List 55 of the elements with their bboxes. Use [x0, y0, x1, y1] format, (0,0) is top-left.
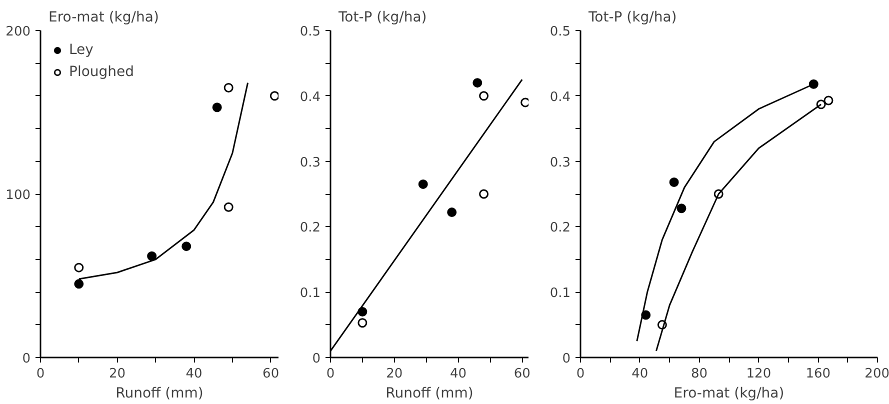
x-axis-title: Runoff (mm) [116, 386, 204, 402]
point [270, 91, 278, 101]
y-tick-label: 100 [6, 188, 31, 203]
point [676, 204, 686, 214]
point [472, 78, 482, 88]
y-tick-label: 0 [22, 352, 31, 366]
y-tick-label: 0.1 [550, 286, 571, 302]
y-tick-label: 0.4 [550, 90, 571, 105]
point [479, 91, 489, 101]
x-tick-label: 0 [576, 366, 585, 382]
x-tick-label: 40 [186, 366, 202, 382]
x-tick-label: 0 [36, 366, 45, 382]
point [447, 208, 457, 218]
y-tick-label: 0 [312, 352, 321, 366]
x-tick-label: 80 [691, 366, 708, 382]
point [212, 102, 222, 112]
point [182, 242, 192, 252]
point [74, 262, 84, 272]
y-tick-label: 0.5 [550, 24, 571, 40]
legend-label: Ploughed [69, 64, 134, 80]
x-tick-label: 20 [386, 366, 403, 382]
y-tick-label: 0.3 [300, 155, 321, 170]
y-axis-title: Tot-P (kg/ha) [588, 10, 677, 26]
x-tick-label: 60 [514, 366, 530, 382]
y-tick-label: 0.3 [550, 155, 571, 170]
point [418, 179, 428, 189]
x-tick-label: 160 [806, 366, 831, 382]
x-tick-label: 40 [632, 366, 648, 382]
y-tick-label: 0.2 [300, 220, 321, 236]
point [224, 82, 234, 92]
point [479, 189, 489, 199]
point [74, 279, 84, 289]
point [824, 96, 834, 106]
point [358, 318, 368, 328]
x-axis-title: Runoff (mm) [386, 386, 474, 402]
x-tick-label: 20 [109, 366, 126, 382]
x-axis-title: Ero-mat (kg/ha) [674, 386, 784, 402]
legend-label: Ley [69, 42, 94, 58]
x-tick-label: 120 [746, 366, 772, 382]
y-tick-label: 0.1 [300, 286, 321, 302]
point [224, 202, 234, 212]
point [669, 177, 679, 187]
x-tick-label: 40 [450, 366, 467, 382]
x-tick-label: 0 [326, 366, 335, 382]
y-axis-title: Ero-mat (kg/ha) [48, 10, 159, 26]
y-tick-label: 0.4 [300, 90, 321, 105]
x-tick-label: 60 [262, 366, 280, 382]
y-tick-label: 0.5 [300, 24, 321, 40]
x-tick-label: 200 [864, 366, 889, 382]
y-tick-label: 0 [562, 352, 571, 366]
y-tick-label: 0.2 [550, 220, 571, 236]
y-tick-label: 200 [6, 24, 31, 40]
point [808, 79, 818, 89]
point [147, 251, 157, 261]
y-axis-title: Tot-P (kg/ha) [338, 10, 427, 26]
